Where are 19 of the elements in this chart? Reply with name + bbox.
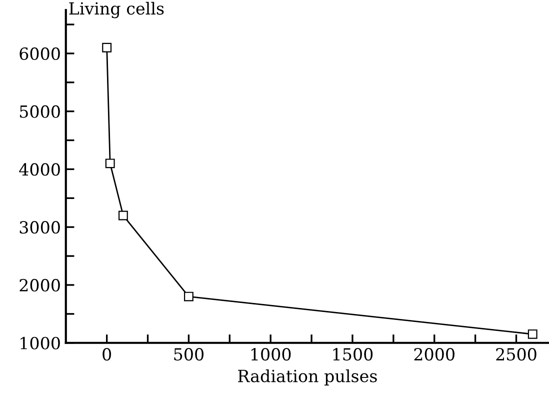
- x-tick-label: 2500: [496, 348, 536, 361]
- y-axis-title: Living cells: [69, 2, 164, 18]
- point: [184, 292, 194, 302]
- y-tick-label: 5000: [20, 105, 60, 118]
- point: [102, 42, 112, 52]
- point: [118, 210, 128, 220]
- x-tick-label: 0: [102, 348, 112, 361]
- point: [105, 158, 115, 168]
- x-tick-label: 2000: [414, 348, 454, 361]
- y-tick-label: 3000: [20, 221, 60, 234]
- y-tick-label: 6000: [20, 47, 60, 60]
- y-tick-label: 1000: [20, 336, 60, 350]
- x-tick-label: 500: [174, 348, 204, 361]
- x-tick-label: 1000: [251, 348, 291, 361]
- x-axis-title: Radiation pulses: [238, 369, 377, 386]
- x-tick-label: 1500: [333, 348, 373, 361]
- point: [528, 329, 538, 339]
- y-tick-label: 2000: [20, 278, 60, 292]
- y-tick-label: 4000: [19, 163, 60, 176]
